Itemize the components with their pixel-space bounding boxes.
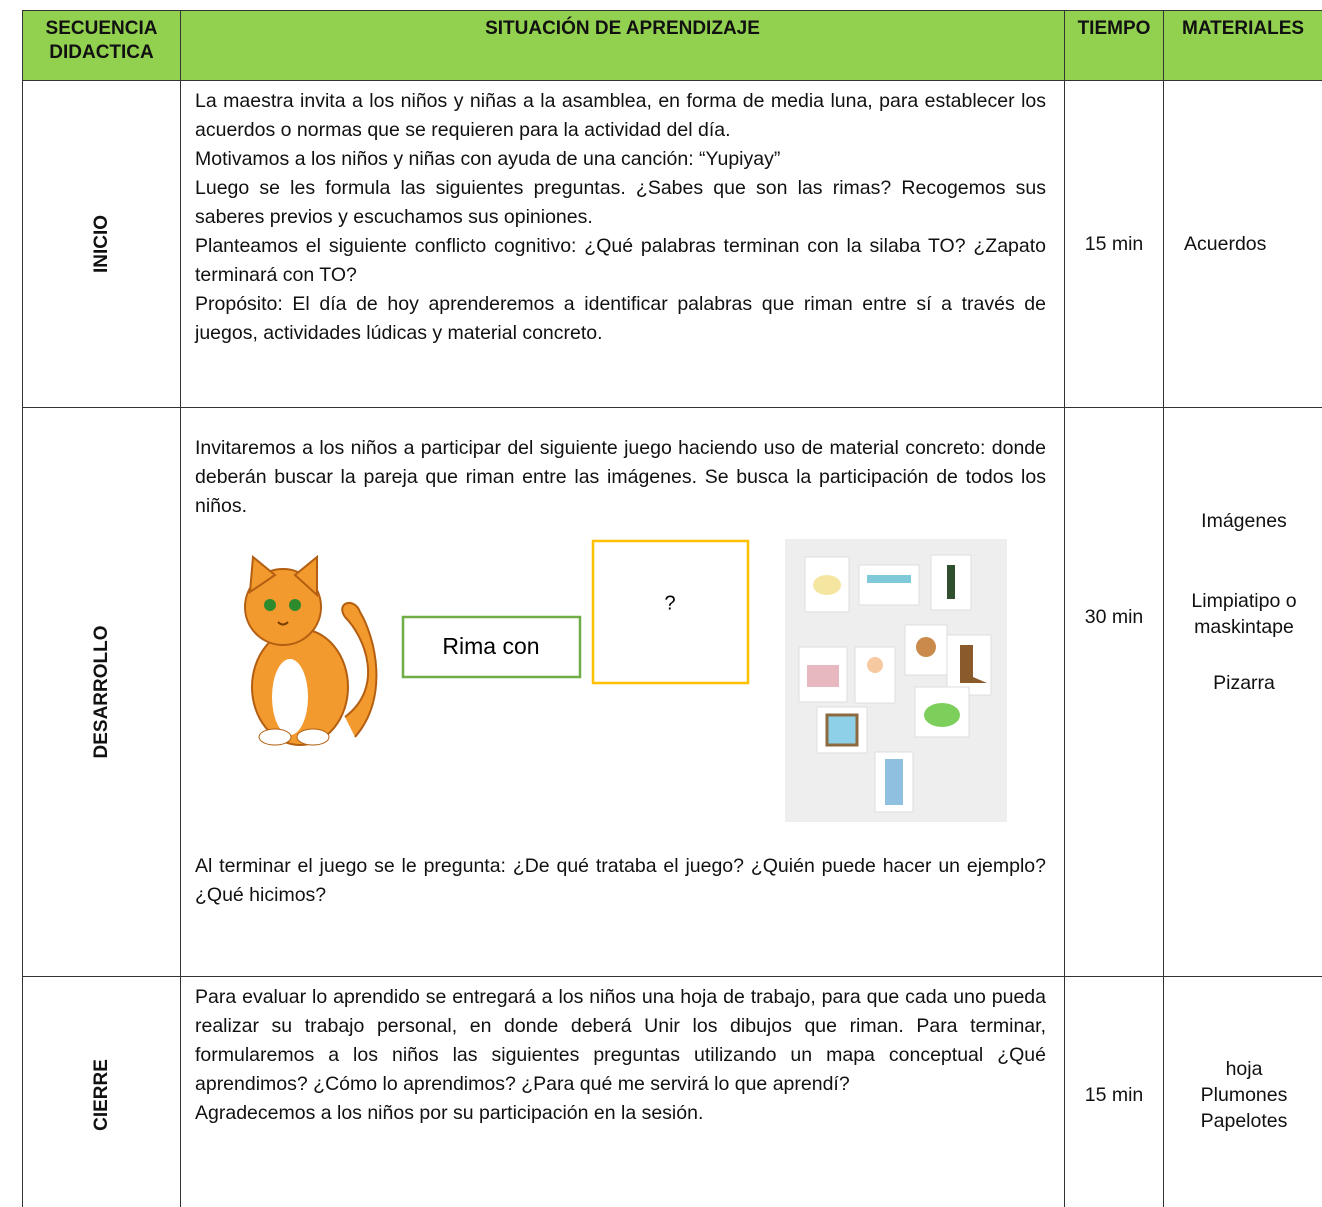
header-cell: MATERIALES [1163,10,1322,81]
header-row: SECUENCIA DIDACTICA SITUACIÓN DE APRENDI… [22,10,1322,81]
paragraph: Planteamos el siguiente conflicto cognit… [195,235,1046,286]
time-cell: 15 min [1064,976,1164,1207]
stage-cell: DESARROLLO [22,407,181,977]
row: CIERRE Para evaluar lo aprendido se entr… [22,976,1322,1207]
material: Limpiatipo o maskintape [1191,590,1297,638]
paragraph: Invitaremos a los niños a participar del… [195,437,1046,517]
stage-cell: CIERRE [22,976,181,1207]
question-box [591,539,750,685]
paragraph: Motivamos a los niños y niñas con ayuda … [195,148,781,170]
cards-photo [785,539,1007,822]
paragraph: Luego se les formula las siguientes preg… [195,177,1046,228]
rhyme-box-label: Rima con [442,633,539,659]
time-cell: 15 min [1064,80,1164,408]
row: DESARROLLO Invitaremos a los niños a par… [22,407,1322,977]
activity-cell: Invitaremos a los niños a participar del… [180,407,1065,977]
row: INICIO La maestra invita a los niños y n… [22,80,1322,408]
materials-cell: Acuerdos [1163,80,1322,408]
paragraph: Propósito: El día de hoy aprenderemos a … [195,293,1046,344]
materials-cell: Imágenes Limpiatipo o maskintape Pizarra [1163,407,1322,977]
materials-cell: hoja Plumones Papelotes [1163,976,1322,1207]
header-cell: SECUENCIA DIDACTICA [22,10,181,81]
cat-illustration [244,554,378,746]
stage-cell: INICIO [22,80,181,408]
rhyme-diagram: Rima con ? [244,539,1007,822]
paragraph: Al terminar el juego se le pregunta: ¿De… [195,855,1046,906]
rhyme-box [401,615,582,679]
paragraph: Para evaluar lo aprendido se entregará a… [195,986,1046,1095]
material: Imágenes [1201,510,1287,532]
stage-label: CIERRE [90,1058,112,1131]
stage-label: DESARROLLO [90,625,112,759]
material: Papelotes [1200,1109,1288,1132]
document: SECUENCIA DIDACTICA SITUACIÓN DE APRENDI… [22,10,1322,1207]
question-box-label: ? [664,592,675,614]
material: Pizarra [1213,672,1275,694]
paragraph: La maestra invita a los niños y niñas a … [195,90,1046,141]
lesson-table: SECUENCIA DIDACTICA SITUACIÓN DE APRENDI… [22,10,1322,1207]
paragraph: Agradecemos a los niños por su participa… [195,1102,704,1124]
activity-cell: La maestra invita a los niños y niñas a … [180,80,1065,408]
header-cell: TIEMPO [1064,10,1164,81]
activity-cell: Para evaluar lo aprendido se entregará a… [180,976,1065,1207]
material: hoja [1225,1057,1263,1080]
header-cell: SITUACIÓN DE APRENDIZAJE [180,10,1065,81]
stage-label: INICIO [90,214,112,274]
time-cell: 30 min [1064,407,1164,977]
material: Acuerdos [1184,233,1267,255]
material: Plumones [1200,1083,1288,1106]
